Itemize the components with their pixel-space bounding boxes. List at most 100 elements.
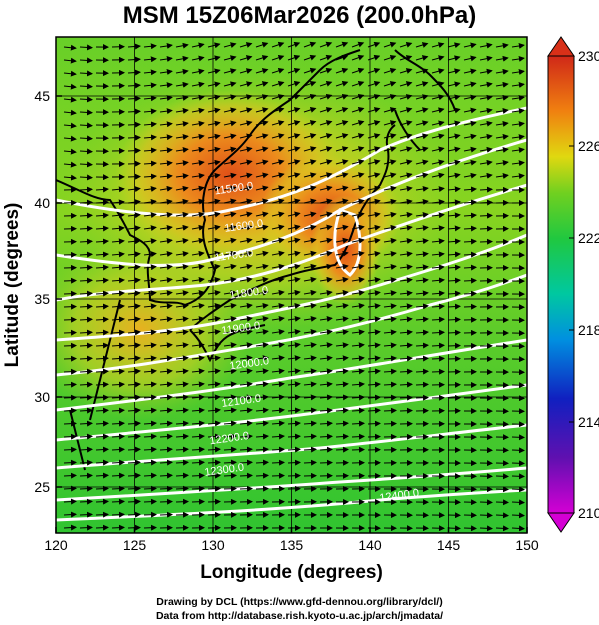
wind-arrow	[287, 54, 301, 61]
wind-arrow	[447, 42, 461, 49]
wind-arrow	[383, 224, 397, 231]
wind-arrow	[255, 185, 269, 192]
wind-arrow	[255, 250, 269, 257]
wind-arrow	[479, 512, 493, 519]
wind-arrow	[143, 303, 157, 310]
wind-arrow	[79, 238, 93, 245]
wind-arrow	[223, 120, 237, 127]
wind-arrow	[207, 198, 221, 205]
wind-arrow	[63, 303, 77, 310]
wind-arrow	[127, 251, 141, 258]
wind-arrow	[287, 394, 301, 401]
wind-arrow	[351, 407, 365, 414]
wind-arrow	[463, 172, 477, 179]
wind-arrow	[191, 120, 205, 127]
wind-arrow	[223, 263, 237, 270]
wind-arrow	[319, 446, 333, 453]
wind-arrow	[191, 211, 205, 218]
wind-arrow	[127, 316, 141, 323]
wind-arrow	[239, 68, 253, 74]
wind-arrow	[303, 107, 317, 113]
wind-arrow	[271, 446, 285, 453]
wind-arrow	[191, 81, 205, 88]
wind-arrow	[287, 472, 301, 479]
wind-arrow	[335, 146, 349, 152]
wind-arrow	[367, 185, 381, 192]
wind-arrow	[159, 446, 173, 453]
wind-arrow	[287, 133, 301, 139]
wind-arrow	[399, 120, 413, 127]
wind-arrow	[207, 172, 221, 179]
wind-arrow	[207, 133, 221, 140]
wind-arrow	[159, 433, 173, 440]
wind-arrow	[127, 43, 141, 50]
wind-arrow	[127, 212, 141, 219]
wind-arrow	[239, 342, 253, 349]
wind-arrow	[127, 511, 141, 518]
wind-arrow	[399, 277, 413, 284]
wind-arrow	[287, 41, 301, 48]
wind-arrow	[207, 107, 221, 114]
wind-arrow	[415, 277, 429, 284]
wind-arrow	[319, 276, 333, 283]
wind-arrow	[63, 290, 77, 297]
wind-arrow	[207, 485, 221, 492]
wind-arrow	[351, 67, 365, 74]
wind-arrow	[95, 446, 109, 453]
wind-arrow	[223, 94, 237, 101]
contour-label: 11700.0	[214, 247, 254, 264]
wind-arrow	[383, 250, 397, 257]
wind-arrow	[223, 485, 237, 492]
wind-arrow	[399, 211, 413, 218]
wind-arrow	[191, 68, 205, 75]
wind-arrow	[335, 41, 349, 48]
wind-arrow	[207, 407, 221, 414]
wind-arrow	[415, 198, 429, 205]
wind-arrow	[207, 159, 221, 166]
wind-arrow	[159, 224, 173, 231]
wind-arrow	[303, 342, 317, 349]
wind-arrow	[335, 263, 349, 270]
credit-data: Data from http://database.rish.kyoto-u.a…	[155, 610, 444, 622]
wind-arrow	[159, 290, 173, 297]
wind-arrow	[239, 237, 253, 244]
wind-arrow	[143, 264, 157, 271]
wind-arrow	[479, 133, 493, 140]
wind-arrow	[143, 498, 157, 505]
wind-arrow	[191, 224, 205, 231]
wind-arrow	[271, 185, 285, 192]
wind-arrow	[303, 381, 317, 388]
wind-arrow	[239, 459, 253, 466]
wind-arrow	[159, 264, 173, 271]
wind-arrow	[111, 290, 125, 297]
wind-arrow	[143, 69, 157, 76]
wind-arrow	[175, 250, 189, 257]
wind-arrow	[431, 81, 445, 88]
wind-arrow	[223, 224, 237, 231]
wind-arrow	[367, 159, 381, 166]
wind-arrow	[495, 525, 509, 532]
wind-arrow	[207, 368, 221, 375]
wind-arrow	[287, 211, 301, 218]
wind-arrow	[271, 459, 285, 466]
wind-arrow	[335, 303, 349, 309]
wind-arrow	[143, 108, 157, 115]
wind-arrow	[255, 81, 269, 87]
wind-arrow	[319, 263, 333, 270]
wind-arrow	[111, 251, 125, 258]
wind-arrow	[159, 381, 173, 388]
wind-arrow	[79, 420, 93, 427]
wind-arrow	[511, 95, 525, 101]
wind-arrow	[191, 133, 205, 140]
wind-arrow	[287, 315, 301, 322]
wind-arrow	[207, 446, 221, 453]
wind-arrow	[63, 44, 77, 51]
wind-arrow	[95, 368, 109, 375]
wind-arrow	[287, 107, 301, 113]
wind-arrow	[239, 107, 253, 114]
wind-arrow	[127, 446, 141, 453]
wind-arrow	[511, 160, 525, 167]
wind-arrow	[319, 342, 333, 349]
wind-arrow	[303, 146, 317, 152]
wind-arrow	[319, 316, 333, 322]
